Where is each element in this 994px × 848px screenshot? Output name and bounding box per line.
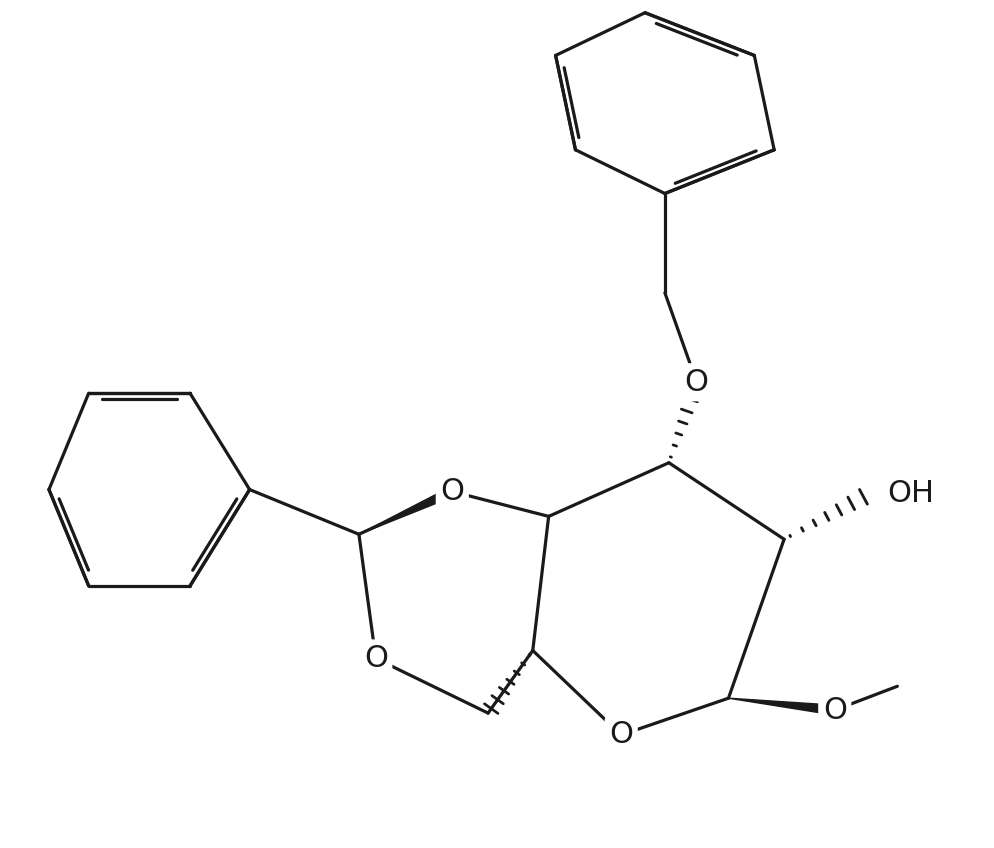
Text: O: O bbox=[823, 695, 847, 724]
Polygon shape bbox=[359, 487, 454, 534]
Text: OH: OH bbox=[888, 479, 934, 508]
Polygon shape bbox=[729, 698, 835, 715]
Text: O: O bbox=[609, 721, 633, 750]
Text: O: O bbox=[440, 477, 464, 506]
Text: O: O bbox=[364, 644, 388, 673]
Text: O: O bbox=[685, 368, 709, 397]
